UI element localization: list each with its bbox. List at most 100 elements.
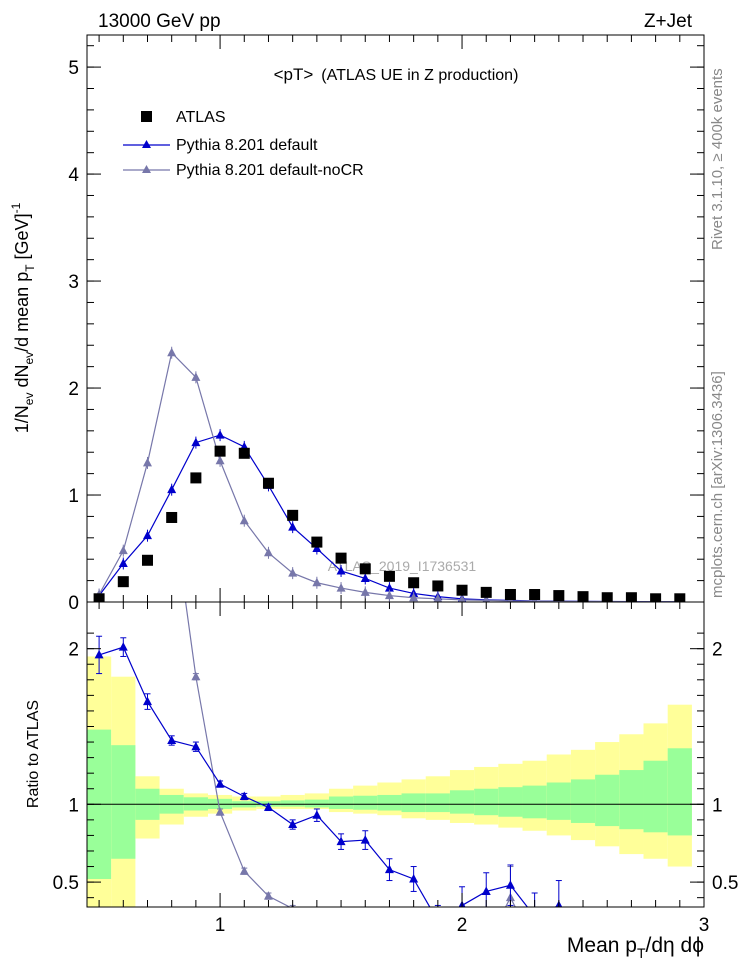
main-point-square [262,477,274,489]
main-point-triangle [433,593,443,603]
ratio-point-triangle [167,735,177,744]
main-point-square [456,584,468,596]
ratio-point-triangle [263,802,273,811]
ratio-point-triangle [312,810,322,819]
ratio-point-triangle [239,866,249,875]
main-point-square [650,593,662,605]
main-point-square [625,592,637,604]
header-right: Z+Jet [644,11,693,32]
main-point-square [141,554,153,566]
main-point-square [601,592,613,604]
ratio-band-inner [401,793,426,813]
ratio-band-inner [522,785,547,819]
ratio-point-triangle [458,939,467,948]
main-ytick-label: 5 [68,58,79,79]
ratio-point-triangle [118,642,128,651]
ratio-band-inner [643,760,668,833]
main-panel: 0 1 2 3 4 5 ATLAS_2019_I1736531 <pT> (ATLAS UE… [9,34,705,614]
main-plot-frame [87,35,704,602]
watermark: ATLAS_2019_I1736531 [328,558,477,574]
main-point-square [553,590,565,602]
main-point-triangle [457,594,467,604]
legend: ATLAS Pythia 8.201 default Pythia 8.201 … [123,109,364,179]
legend-label-nocr: Pythia 8.201 default-noCR [176,162,364,179]
ratio-band-inner [304,799,329,808]
main-point-square [311,536,323,548]
main-point-triangle [312,577,322,587]
ratio-point-triangle [481,886,491,895]
ratio-xtick-label: 2 [457,915,468,936]
main-ytick-label: 2 [68,379,79,400]
ratio-band-inner [570,779,596,823]
ratio-point-triangle [433,936,442,945]
ratio-point-triangle [336,836,346,846]
ratio-band-inner [425,793,450,813]
main-point-triangle [336,583,346,592]
legend-label-atlas: ATLAS [176,109,226,126]
main-point-square [408,577,420,589]
ratio-point-triangle [215,779,225,788]
mcplots-label: mcplots.cern.ch [arXiv:1306.3436] [709,371,726,598]
ratio-band-inner [353,795,378,810]
ratio-band-inner [377,794,402,811]
main-point-triangle [215,430,225,439]
main-ytick-label: 3 [68,272,79,293]
ratio-point-triangle [361,921,370,930]
main-title-group: <pT> (ATLAS UE in Z production) [274,65,519,84]
ratio-point-triangle [94,649,104,659]
ratio-panel: 0.5 0.5 1 1 2 2 1 2 3 Ratio to ATLAS Mean pT/dη… [25,601,738,961]
ratio-bands [87,656,692,907]
ratio-ytick-label: 1 [68,795,79,816]
main-y-axis: 0 1 2 3 4 5 [68,45,704,614]
ratio-band-inner [474,788,499,816]
ratio-point-triangle [385,927,394,936]
ratio-band-inner [449,790,475,814]
main-point-square [287,509,299,521]
main-point-triangle [167,347,177,357]
main-point-triangle [360,587,370,596]
ratio-ytick-label: 2 [68,640,79,661]
ratio-xtick-label: 1 [215,915,226,936]
ratio-band-inner [595,774,620,827]
ratio-ytick-label-right: 0.5 [712,873,738,894]
main-point-triangle [191,372,201,381]
main-point-triangle [384,583,394,592]
main-title: <pT> [274,65,314,84]
main-point-square [166,511,178,523]
ratio-point-triangle [360,835,370,844]
legend-marker-default [142,140,151,148]
ratio-xlabel: Mean pT/dη dϕ [567,934,704,961]
ratio-y-axis: 0.5 0.5 1 1 2 2 [53,632,738,899]
ratio-series [94,602,563,948]
main-point-triangle [142,457,152,467]
rivet-label: Rivet 3.1.10, ≥ 400k events [709,68,726,250]
ratio-point-triangle [263,891,273,900]
ratio-point-triangle [409,873,419,883]
main-point-square [529,589,541,601]
header-left: 13000 GeV pp [98,11,221,32]
ratio-ytick-label: 0.5 [53,873,79,894]
ratio-point-triangle [384,864,394,874]
main-point-triangle [409,592,419,602]
main-point-square [674,593,686,605]
ratio-band-inner [280,800,305,807]
main-point-square [190,472,202,484]
main-point-square [577,591,589,603]
main-subtitle: (ATLAS UE in Z production) [321,67,518,84]
ratio-point-triangle [482,939,491,948]
ratio-point-triangle [433,916,442,925]
ratio-point-triangle [191,741,201,751]
main-point-square [480,586,492,598]
ratio-xtick-label: 3 [699,915,710,936]
main-point-square [214,445,226,457]
legend-marker-atlas [141,111,152,122]
main-ytick-label: 1 [68,486,79,507]
main-point-square [359,563,371,575]
ratio-point-triangle [409,932,418,941]
main-point-triangle [336,565,346,575]
ratio-band-inner [111,745,136,859]
main-ytick-label: 0 [68,593,79,614]
ratio-point-triangle [337,916,346,925]
main-point-triangle [118,545,128,555]
ratio-series-line [98,646,560,907]
